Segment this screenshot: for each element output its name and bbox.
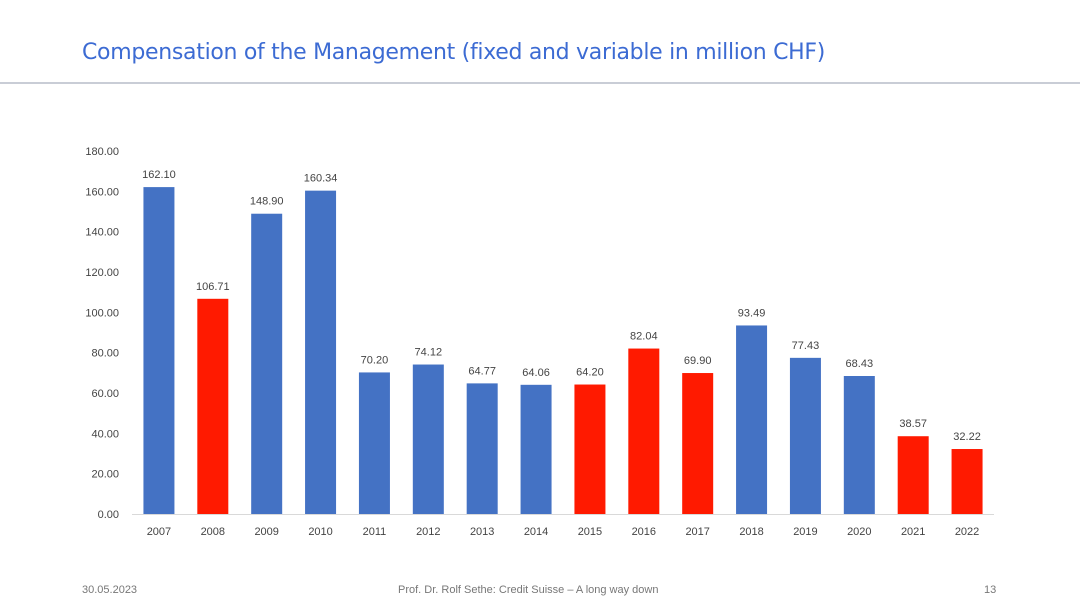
x-tick-label: 2017 xyxy=(685,526,709,538)
slide-title: Compensation of the Management (fixed an… xyxy=(82,40,826,65)
y-tick-label: 180.00 xyxy=(85,146,119,158)
bar xyxy=(197,298,229,514)
x-tick-label: 2018 xyxy=(739,526,763,538)
data-label: 64.06 xyxy=(522,367,550,379)
data-label: 148.90 xyxy=(250,196,284,208)
bar xyxy=(736,325,768,514)
bar xyxy=(628,348,660,514)
y-tick-label: 160.00 xyxy=(85,186,119,198)
data-label: 106.71 xyxy=(196,281,230,293)
data-label: 38.57 xyxy=(899,418,927,430)
bar xyxy=(574,384,606,514)
data-label: 74.12 xyxy=(415,347,443,359)
bar xyxy=(143,187,175,514)
x-tick-label: 2013 xyxy=(470,526,494,538)
y-tick-label: 20.00 xyxy=(91,469,119,481)
bar xyxy=(789,357,821,514)
page-number: 13 xyxy=(984,584,997,596)
data-label: 70.20 xyxy=(361,354,389,366)
x-tick-label: 2015 xyxy=(578,526,602,538)
x-tick-label: 2014 xyxy=(524,526,548,538)
bar xyxy=(466,383,498,514)
data-label: 93.49 xyxy=(738,307,766,319)
x-tick-label: 2012 xyxy=(416,526,440,538)
footer-text: Prof. Dr. Rolf Sethe: Credit Suisse – A … xyxy=(398,584,659,596)
x-tick-label: 2022 xyxy=(955,526,979,538)
data-label: 162.10 xyxy=(142,169,176,181)
x-tick-label: 2016 xyxy=(632,526,656,538)
y-tick-label: 100.00 xyxy=(85,307,119,319)
data-label: 64.20 xyxy=(576,367,604,379)
footer-date: 30.05.2023 xyxy=(82,584,138,596)
bar xyxy=(358,372,390,514)
x-tick-label: 2021 xyxy=(901,526,925,538)
x-tick-label: 2020 xyxy=(847,526,871,538)
y-tick-label: 40.00 xyxy=(91,428,119,440)
data-label: 77.43 xyxy=(792,340,820,352)
data-label: 69.90 xyxy=(684,355,712,367)
data-label: 82.04 xyxy=(630,331,658,343)
x-tick-label: 2010 xyxy=(308,526,332,538)
x-tick-label: 2007 xyxy=(147,526,171,538)
y-tick-label: 80.00 xyxy=(91,348,119,360)
x-tick-label: 2008 xyxy=(201,526,225,538)
bar xyxy=(951,449,983,514)
data-label: 68.43 xyxy=(846,358,874,370)
y-tick-label: 120.00 xyxy=(85,267,119,279)
bar xyxy=(682,373,714,514)
y-tick-label: 140.00 xyxy=(85,227,119,239)
bar xyxy=(305,190,337,515)
x-tick-label: 2011 xyxy=(363,526,387,538)
bar xyxy=(897,436,929,514)
y-tick-label: 0.00 xyxy=(98,509,119,521)
title-divider xyxy=(0,82,1080,84)
y-tick-label: 60.00 xyxy=(91,388,119,400)
x-tick-label: 2009 xyxy=(254,526,278,538)
bar xyxy=(251,213,283,515)
bar xyxy=(412,364,444,514)
data-label: 160.34 xyxy=(304,173,338,185)
x-tick-label: 2019 xyxy=(793,526,817,538)
bar xyxy=(520,384,552,514)
data-label: 64.77 xyxy=(468,365,496,377)
data-label: 32.22 xyxy=(953,431,981,443)
bar xyxy=(843,375,875,514)
